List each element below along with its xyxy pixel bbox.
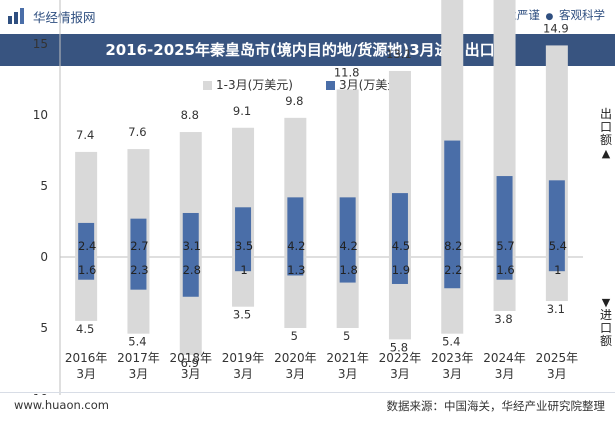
data-label-march-import: 2.3 (130, 263, 148, 277)
legend-label-2: 3月(万美元) (339, 78, 404, 92)
data-label-1-3-export: 13.1 (386, 47, 412, 61)
data-label-1-3-export: 8.8 (181, 108, 199, 122)
export-label-text: 出口额 (599, 107, 612, 147)
x-tick-label-year: 2025年 (536, 351, 579, 365)
x-tick-label-month: 3月 (495, 367, 515, 381)
x-tick-label-year: 2021年 (326, 351, 369, 365)
x-tick-label-year: 2024年 (483, 351, 526, 365)
bar-march (130, 218, 147, 290)
data-label-1-3-import: 5.8 (390, 340, 408, 354)
y-tick-label: 5 (40, 321, 48, 335)
y-tick-label: 10 (33, 392, 48, 395)
data-label-march-import: 2.8 (183, 263, 201, 277)
legend-swatch-2 (326, 81, 335, 90)
y-tick-label: 5 (40, 179, 48, 193)
x-tick-label-year: 2023年 (431, 351, 474, 365)
up-arrow-icon: ▲ (601, 147, 611, 160)
x-tick-label-month: 3月 (233, 367, 253, 381)
footer-website: www.huaon.com (14, 398, 109, 412)
x-tick-label-year: 2018年 (169, 351, 212, 365)
down-arrow-icon: ▼ (601, 296, 611, 309)
x-tick-label-year: 2022年 (379, 351, 422, 365)
data-label-1-3-export: 11.8 (334, 65, 360, 79)
data-label-march-export: 3.1 (183, 239, 201, 253)
chart-area: 201510505107.44.52.41.62016年3月7.65.42.72… (33, 0, 583, 395)
data-label-1-3-export: 7.4 (76, 128, 94, 142)
data-label-march-export: 3.5 (235, 239, 253, 253)
x-tick-label-year: 2016年 (65, 351, 108, 365)
import-side-label: ▼ 进口额 (597, 296, 615, 348)
bar-march (339, 197, 356, 283)
data-label-march-import: 2.2 (444, 263, 462, 277)
data-label-1-3-import: 3.1 (547, 302, 565, 316)
data-label-march-export: 2.7 (130, 239, 148, 253)
data-label-march-import: 1 (240, 263, 247, 277)
bar-march (496, 176, 513, 280)
x-tick-label-month: 3月 (547, 367, 567, 381)
data-label-march-export: 4.2 (340, 239, 358, 253)
bar-march (235, 207, 252, 272)
data-label-march-import: 1.3 (287, 263, 305, 277)
data-label-1-3-import: 5.4 (442, 335, 460, 349)
legend-swatch-1 (203, 81, 212, 90)
data-label-march-import: 1 (554, 263, 561, 277)
x-tick-label-month: 3月 (442, 367, 462, 381)
data-label-march-import: 1.9 (392, 263, 410, 277)
y-tick-label: 0 (40, 250, 48, 264)
data-label-1-3-export: 9.8 (285, 94, 303, 108)
export-side-label: 出口额 ▲ (597, 107, 615, 161)
data-label-1-3-import: 5 (291, 329, 298, 343)
bar-march (444, 140, 461, 289)
x-tick-label-month: 3月 (390, 367, 410, 381)
data-label-1-3-import: 5.4 (128, 335, 146, 349)
x-tick-label-year: 2019年 (222, 351, 265, 365)
data-label-1-3-export: 9.1 (233, 104, 251, 118)
tagline-2: 客观科学 (559, 8, 605, 22)
data-label-1-3-import: 6.9 (181, 356, 199, 370)
chart-legend: 1-3月(万美元) 3月(万美元) (0, 76, 615, 92)
x-tick-label-month: 3月 (76, 367, 96, 381)
bar-march (391, 193, 408, 284)
data-label-march-import: 1.8 (340, 263, 358, 277)
x-tick-label-year: 2017年 (117, 351, 160, 365)
data-label-march-import: 1.6 (496, 263, 514, 277)
x-tick-label-month: 3月 (286, 367, 306, 381)
data-label-march-export: 5.7 (496, 239, 514, 253)
data-label-1-3-import: 3.5 (233, 308, 251, 322)
data-label-march-export: 4.2 (287, 239, 305, 253)
data-label-1-3-import: 5 (343, 329, 350, 343)
brand-logo-icon (8, 8, 24, 24)
data-label-march-export: 4.5 (392, 239, 410, 253)
bar-march (287, 197, 304, 276)
data-label-1-3-export: 7.6 (128, 125, 146, 139)
bar-march (78, 222, 95, 280)
legend-item-1: 1-3月(万美元) (203, 76, 293, 93)
data-label-1-3-import: 3.8 (494, 312, 512, 326)
data-label-1-3-import: 4.5 (76, 322, 94, 336)
brand-name: 华经情报网 (33, 10, 96, 25)
data-label-march-export: 8.2 (444, 239, 462, 253)
footer-divider (0, 392, 615, 393)
footer-source: 数据来源：中国海关，华经产业研究院整理 (386, 399, 606, 413)
x-tick-label-month: 3月 (181, 367, 201, 381)
x-tick-label-month: 3月 (338, 367, 358, 381)
import-label-text: 进口额 (599, 308, 612, 348)
y-tick-label: 10 (33, 108, 48, 122)
data-label-march-export: 5.4 (549, 239, 567, 253)
bar-march (182, 212, 199, 297)
legend-label-1: 1-3月(万美元) (216, 78, 293, 92)
data-label-march-import: 1.6 (78, 263, 96, 277)
dot-separator-icon: ● (545, 12, 554, 22)
x-tick-label-month: 3月 (129, 367, 149, 381)
bar-march (548, 180, 565, 272)
x-tick-label-year: 2020年 (274, 351, 317, 365)
y-tick-label: 15 (33, 37, 48, 51)
legend-item-2: 3月(万美元) (326, 76, 404, 93)
data-label-march-export: 2.4 (78, 239, 96, 253)
data-label-1-3-export: 14.9 (543, 21, 569, 35)
